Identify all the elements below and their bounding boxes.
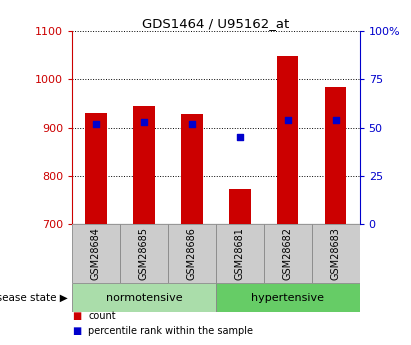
Title: GDS1464 / U95162_at: GDS1464 / U95162_at <box>142 17 289 30</box>
Text: GSM28681: GSM28681 <box>235 227 245 280</box>
Bar <box>181 114 203 224</box>
Bar <box>120 224 168 283</box>
Point <box>332 117 339 123</box>
Point <box>284 117 291 123</box>
Bar <box>72 224 120 283</box>
Bar <box>264 224 312 283</box>
Text: GSM28683: GSM28683 <box>331 227 341 280</box>
Point <box>236 135 243 140</box>
Bar <box>216 283 360 312</box>
Text: GSM28682: GSM28682 <box>283 227 293 280</box>
Text: GSM28686: GSM28686 <box>187 227 197 280</box>
Bar <box>229 189 251 224</box>
Bar <box>133 106 155 224</box>
Point <box>92 121 99 127</box>
Bar <box>312 224 360 283</box>
Bar <box>85 113 107 224</box>
Point <box>189 121 195 127</box>
Text: disease state ▶: disease state ▶ <box>0 293 68 303</box>
Text: percentile rank within the sample: percentile rank within the sample <box>88 326 253 336</box>
Bar <box>168 224 216 283</box>
Text: normotensive: normotensive <box>106 293 182 303</box>
Bar <box>72 283 216 312</box>
Text: ■: ■ <box>72 311 81 321</box>
Bar <box>277 56 298 224</box>
Text: GSM28684: GSM28684 <box>91 227 101 280</box>
Text: GSM28685: GSM28685 <box>139 227 149 280</box>
Text: ■: ■ <box>72 326 81 336</box>
Text: hypertensive: hypertensive <box>251 293 324 303</box>
Point <box>141 119 147 125</box>
Text: count: count <box>88 311 116 321</box>
Bar <box>325 87 346 224</box>
Bar <box>216 224 264 283</box>
